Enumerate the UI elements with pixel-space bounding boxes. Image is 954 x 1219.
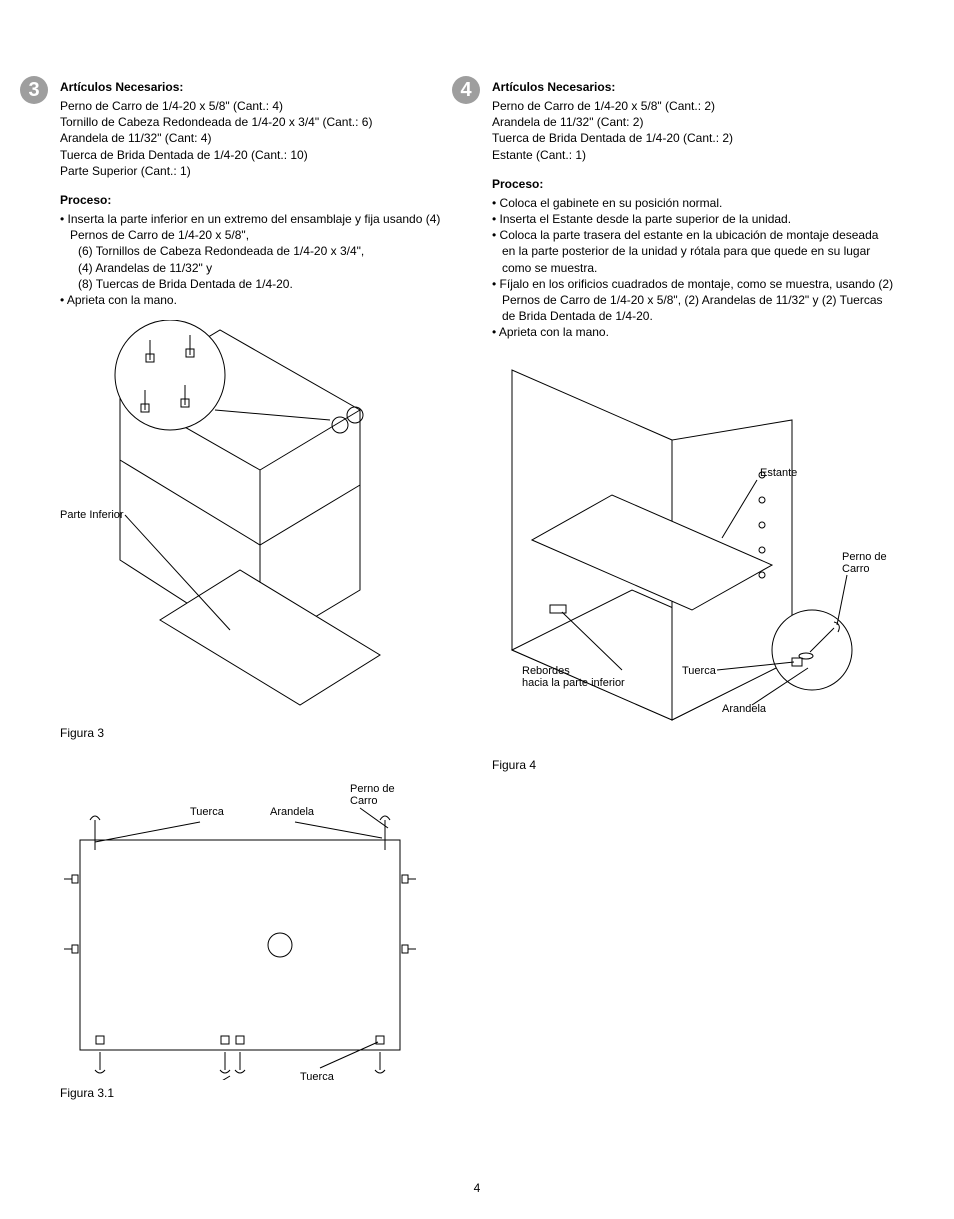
list-item: (8) Tuercas de Brida Dentada de 1/4-20. — [60, 276, 462, 292]
label-parte-inferior: Parte Inferior — [60, 509, 124, 521]
label-tuerca: Tuerca — [682, 665, 717, 677]
list-item: • Fíjalo en los orificios cuadrados de m… — [492, 276, 894, 325]
step4-proc-list: • Coloca el gabinete en su posición norm… — [492, 195, 894, 341]
list-item: Arandela de 11/32" (Cant: 4) — [60, 130, 462, 146]
label-arandela: Arandela — [722, 703, 767, 715]
step-3-column: 3 Artículos Necesarios: Perno de Carro d… — [60, 80, 462, 1100]
list-item: Perno de Carro de 1/4-20 x 5/8" (Cant.: … — [60, 98, 462, 114]
figure-3-caption: Figura 3 — [60, 726, 462, 740]
list-item: Arandela de 11/32" (Cant: 2) — [492, 114, 894, 130]
list-item: Tuerca de Brida Dentada de 1/4-20 (Cant.… — [60, 147, 462, 163]
figure-4-caption: Figura 4 — [492, 758, 894, 772]
figure-3-1-svg: Tuerca Arandela Perno deCarro Tornillo d… — [60, 780, 420, 1080]
step3-proc-list: • Inserta la parte inferior en un extrem… — [60, 211, 462, 308]
figure-3: Parte Inferior Figura 3 — [60, 320, 462, 740]
list-item: • Coloca el gabinete en su posición norm… — [492, 195, 894, 211]
figure-4-svg: Estante Perno deCarro Tuerca Arandela Re… — [492, 360, 892, 740]
list-item: Tornillo de Cabeza Redondeada de 1/4-20 … — [60, 114, 462, 130]
label-perno: Perno deCarro — [350, 783, 395, 807]
list-item: (6) Tornillos de Cabeza Redondeada de 1/… — [60, 243, 462, 259]
label-estante: Estante — [760, 467, 797, 479]
step3-proc-title: Proceso: — [60, 193, 462, 207]
step-4-badge: 4 — [452, 76, 480, 104]
figure-4: Estante Perno deCarro Tuerca Arandela Re… — [492, 360, 894, 772]
list-item: Perno de Carro de 1/4-20 x 5/8" (Cant.: … — [492, 98, 894, 114]
step4-items-list: Perno de Carro de 1/4-20 x 5/8" (Cant.: … — [492, 98, 894, 163]
figure-3-svg: Parte Inferior — [60, 320, 400, 720]
list-item: • Inserta la parte inferior en un extrem… — [60, 211, 462, 243]
step3-items-title: Artículos Necesarios: — [60, 80, 462, 94]
page-number: 4 — [0, 1181, 954, 1195]
list-item: (4) Arandelas de 11/32" y — [60, 260, 462, 276]
step-3-badge: 3 — [20, 76, 48, 104]
label-tornillo: Tornillo de CabezaRedondeada — [130, 1079, 222, 1080]
label-tuerca-bot: Tuerca — [300, 1071, 335, 1080]
step-4-column: 4 Artículos Necesarios: Perno de Carro d… — [492, 80, 894, 1100]
label-arandela: Arandela — [270, 806, 315, 818]
list-item: Parte Superior (Cant.: 1) — [60, 163, 462, 179]
step3-items-list: Perno de Carro de 1/4-20 x 5/8" (Cant.: … — [60, 98, 462, 179]
list-item: Tuerca de Brida Dentada de 1/4-20 (Cant.… — [492, 130, 894, 146]
list-item: Estante (Cant.: 1) — [492, 147, 894, 163]
figure-3-1-caption: Figura 3.1 — [60, 1086, 462, 1100]
label-perno: Perno deCarro — [842, 551, 887, 575]
list-item: • Aprieta con la mano. — [492, 324, 894, 340]
figure-3-1: Tuerca Arandela Perno deCarro Tornillo d… — [60, 780, 462, 1100]
label-tuerca-top: Tuerca — [190, 806, 225, 818]
list-item: • Aprieta con la mano. — [60, 292, 462, 308]
list-item: • Inserta el Estante desde la parte supe… — [492, 211, 894, 227]
step4-proc-title: Proceso: — [492, 177, 894, 191]
step4-items-title: Artículos Necesarios: — [492, 80, 894, 94]
list-item: • Coloca la parte trasera del estante en… — [492, 227, 894, 276]
